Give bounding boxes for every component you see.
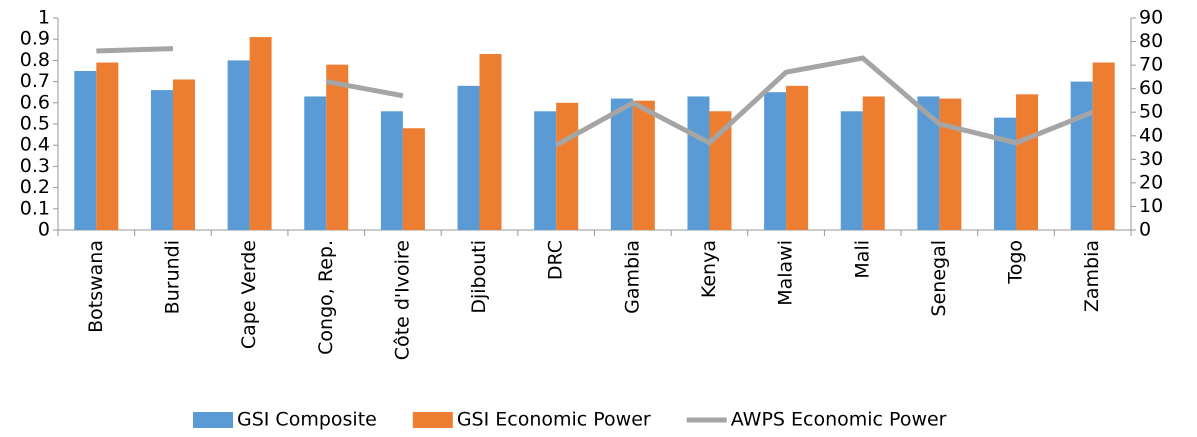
bar — [687, 96, 710, 230]
bar — [786, 85, 809, 230]
y-tick-label: 0.2 — [20, 176, 50, 198]
bar — [1016, 94, 1039, 230]
x-tick-label: Kenya — [698, 240, 720, 298]
x-tick-label: Malawi — [775, 240, 797, 306]
y-tick-label: 1 — [38, 7, 50, 29]
x-tick-label: Burundi — [161, 240, 183, 314]
y-tick-label: 0.9 — [20, 28, 50, 50]
y2-tick-label: 60 — [1139, 77, 1163, 99]
y-tick-label: 0.7 — [20, 70, 50, 92]
x-tick-label: Togo — [1005, 240, 1027, 285]
y-tick-label: 0.1 — [20, 197, 50, 219]
y2-tick-label: 70 — [1139, 54, 1163, 76]
bar — [326, 64, 349, 230]
legend-label: GSI Composite — [237, 409, 377, 431]
y2-tick-label: 30 — [1139, 148, 1163, 170]
bar — [457, 85, 480, 230]
legend-label: GSI Economic Power — [457, 409, 651, 431]
bar — [709, 111, 732, 230]
bar — [74, 71, 97, 230]
bar — [380, 111, 403, 230]
bar — [994, 117, 1017, 230]
x-tick-label: Zambia — [1081, 240, 1103, 312]
bar — [1070, 81, 1093, 230]
x-tick-label: DRC — [545, 240, 567, 280]
bar — [556, 102, 579, 230]
y2-tick-label: 0 — [1139, 219, 1151, 241]
y2-tick-label: 50 — [1139, 101, 1163, 123]
y-tick-label: 0 — [38, 219, 50, 241]
bar — [1092, 62, 1115, 230]
bar — [632, 100, 655, 231]
x-tick-label: Congo, Rep. — [315, 240, 337, 355]
bar — [150, 90, 173, 230]
bar — [227, 60, 250, 231]
legend-label: AWPS Economic Power — [731, 409, 947, 431]
y-tick-label: 0.4 — [20, 134, 50, 156]
bar — [917, 96, 940, 230]
y-tick-label: 0.8 — [20, 49, 50, 71]
bar — [862, 96, 885, 230]
bar — [304, 96, 327, 230]
bar — [764, 92, 787, 230]
x-tick-label: Côte d'Ivoire — [391, 240, 413, 360]
y-tick-label: 0.3 — [20, 155, 50, 177]
bar — [249, 37, 272, 230]
y-tick-label: 0.5 — [20, 113, 50, 135]
bar — [840, 111, 863, 230]
bar — [172, 79, 195, 230]
x-tick-label: Mali — [851, 240, 873, 279]
x-tick-label: Senegal — [928, 240, 950, 316]
bar — [610, 98, 633, 230]
x-tick-label: Botswana — [85, 240, 107, 333]
y2-tick-label: 10 — [1139, 195, 1163, 217]
y2-tick-label: 20 — [1139, 171, 1163, 193]
bar — [402, 128, 425, 230]
line — [96, 46, 1094, 148]
bar — [479, 54, 502, 230]
legend-swatch — [412, 412, 453, 428]
legend-swatch — [193, 412, 233, 428]
y2-tick-label: 80 — [1139, 30, 1163, 52]
bar — [534, 111, 557, 230]
y2-tick-label: 40 — [1139, 124, 1163, 146]
bar — [939, 98, 962, 230]
bar — [96, 62, 119, 230]
y-tick-label: 0.6 — [20, 91, 50, 113]
x-tick-label: Gambia — [621, 240, 643, 314]
x-tick-label: Cape Verde — [238, 240, 260, 349]
y2-tick-label: 90 — [1139, 7, 1163, 29]
x-tick-label: Djibouti — [468, 240, 490, 314]
